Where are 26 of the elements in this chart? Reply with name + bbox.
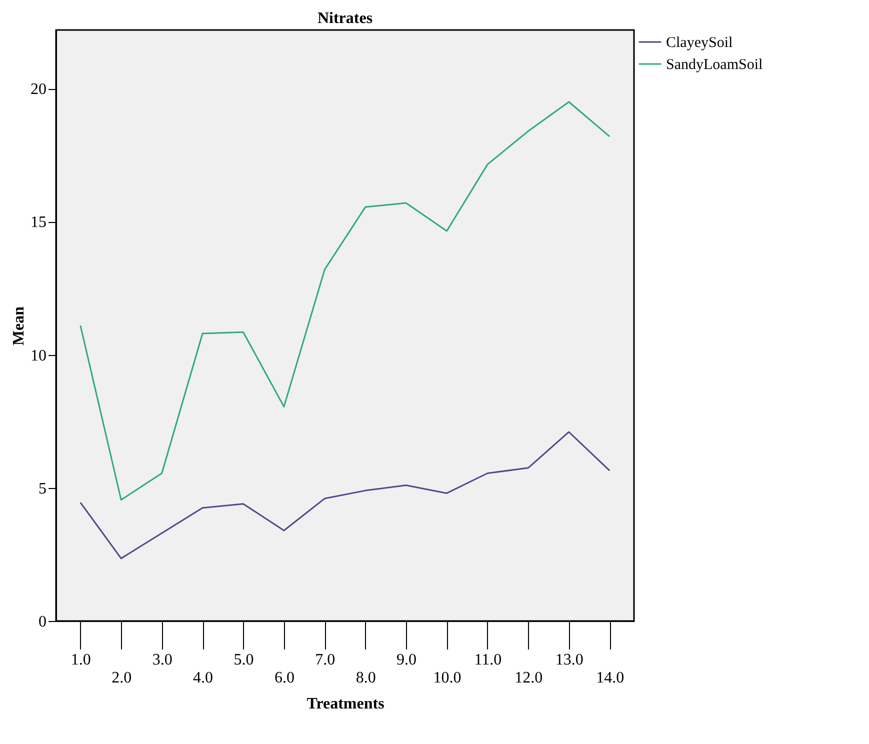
x-tick-label: 7.0 [315, 652, 336, 668]
x-tick-label: 8.0 [356, 670, 376, 686]
y-tick-label: 5 [38, 480, 46, 498]
y-tick-label: 0 [38, 614, 46, 630]
x-tick-label: 5.0 [234, 652, 254, 668]
x-tick-label: 6.0 [274, 670, 294, 686]
y-tick-label: 15 [30, 214, 46, 232]
x-axis-title: Treatments [306, 696, 384, 712]
y-tick-label: 20 [30, 81, 46, 98]
x-tick-label: 14.0 [596, 670, 624, 686]
x-tick-label: 3.0 [152, 652, 172, 668]
x-tick-label: 10.0 [433, 670, 462, 686]
x-tick-label: 11.0 [474, 652, 502, 668]
line-series [80, 101, 610, 501]
x-tick-label: 4.0 [193, 670, 214, 686]
y-axis-title: Mean [10, 306, 28, 346]
legend-label: SandyLoamSoil [666, 57, 763, 73]
x-tick-label: 9.0 [396, 652, 417, 668]
line-series [80, 431, 610, 560]
x-tick-label: 2.0 [112, 670, 132, 686]
chart-title: Nitrates [317, 10, 373, 27]
y-tick-label: 10 [30, 347, 46, 364]
x-tick-label: 13.0 [555, 652, 584, 668]
x-tick-label: 1.0 [70, 652, 91, 668]
x-tick-label: 12.0 [514, 670, 543, 686]
legend-label: ClayeySoil [666, 35, 733, 51]
